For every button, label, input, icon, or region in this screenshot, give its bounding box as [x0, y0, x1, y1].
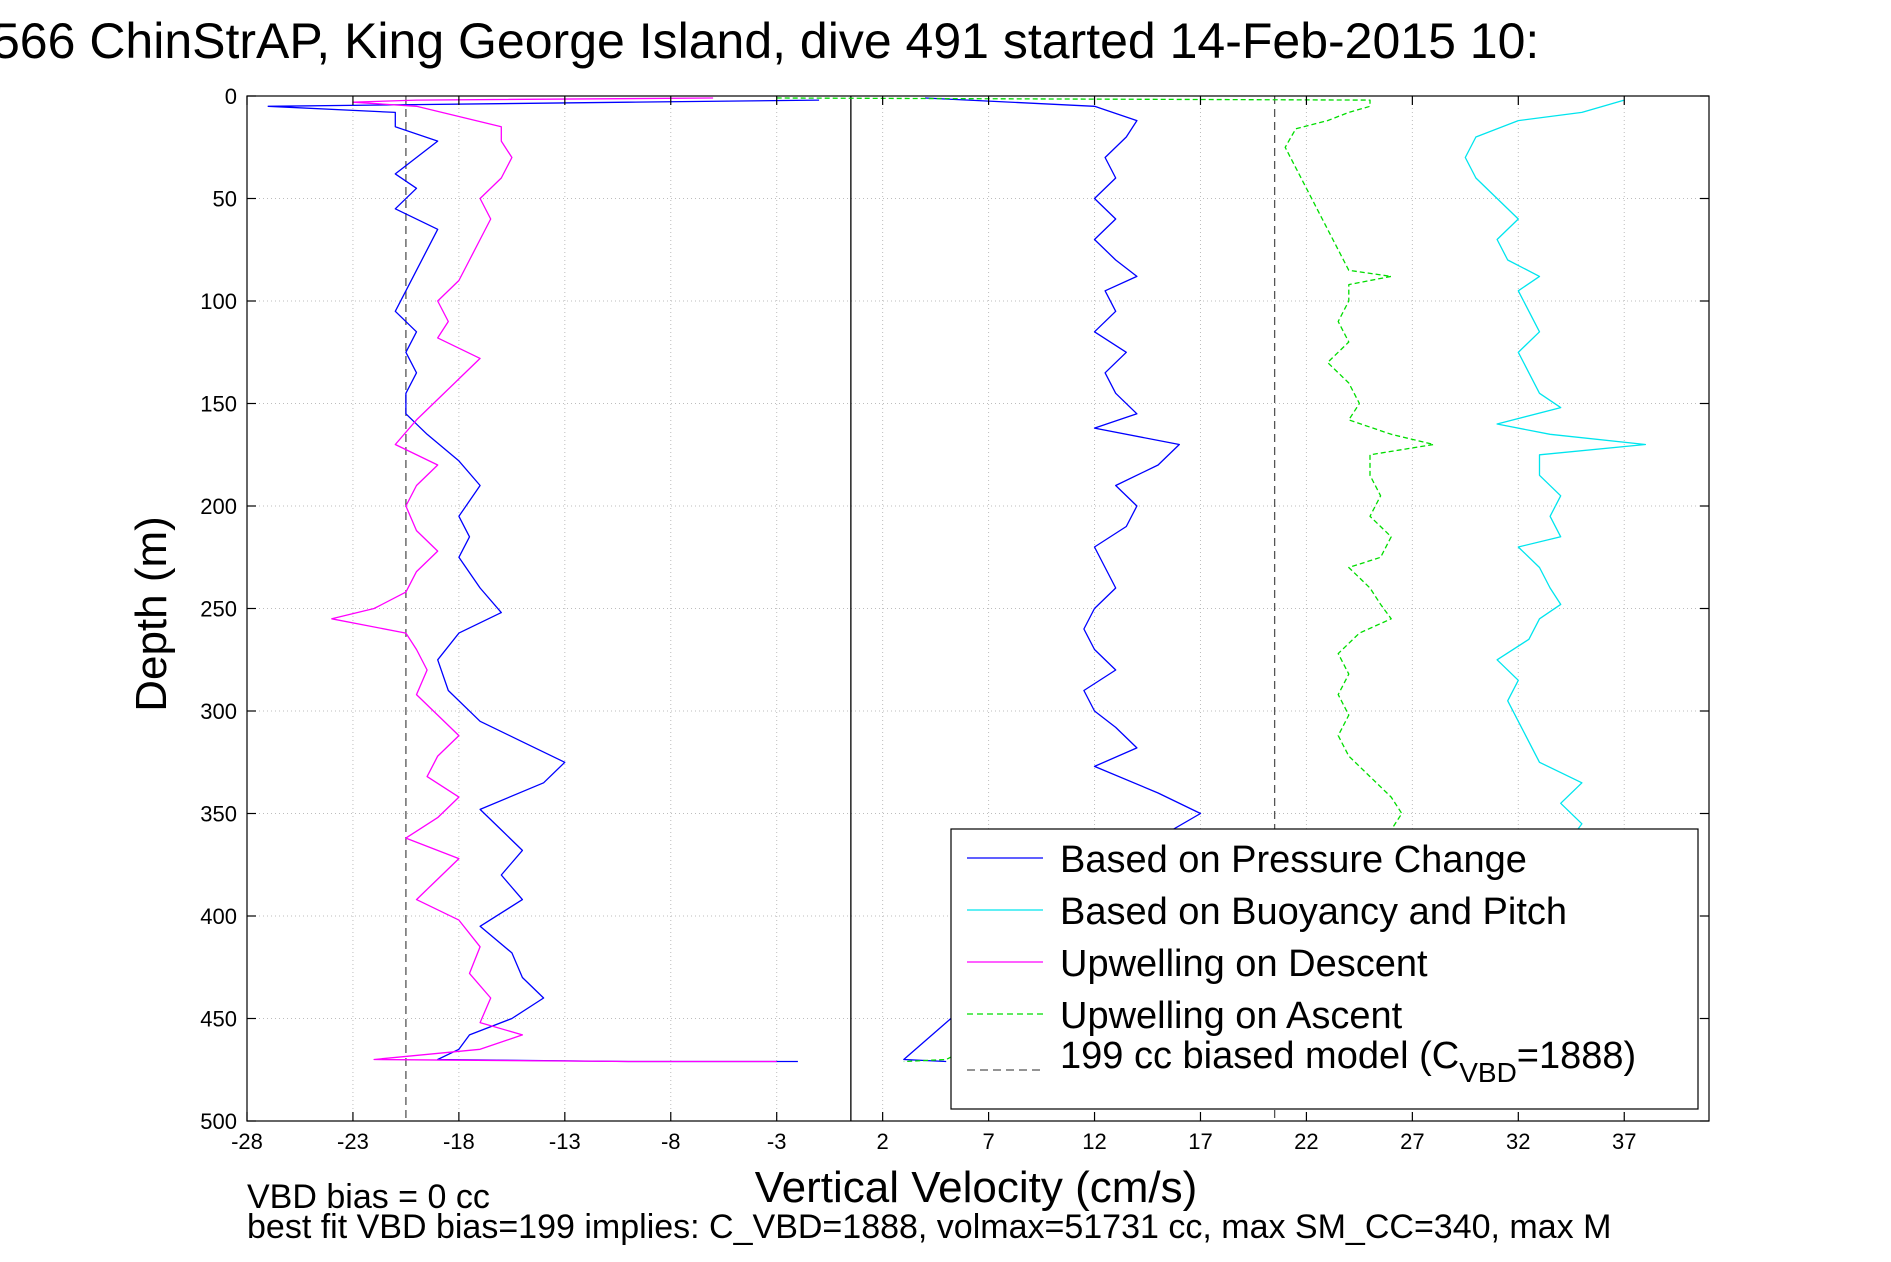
y-tick-label: 200: [200, 494, 237, 519]
x-tick-label: 22: [1294, 1129, 1318, 1154]
x-tick-label: 32: [1506, 1129, 1530, 1154]
series-line-pressure-descent: [267, 99, 820, 1063]
x-tick-label: 7: [982, 1129, 994, 1154]
legend-box: [950, 828, 1699, 1110]
x-tick-label: -3: [767, 1129, 787, 1154]
y-tick-label: 150: [200, 392, 237, 417]
reference-lines: [405, 96, 1276, 1121]
series-line-buoyancy-pitch: [1464, 99, 1647, 839]
y-tick-label: 100: [200, 289, 237, 314]
y-tick-label: 50: [213, 187, 237, 212]
x-tick-label: 37: [1612, 1129, 1636, 1154]
legend-label-biased-model-subscript: VBD: [1459, 1057, 1517, 1088]
legend-label-buoyancy: Based on Buoyancy and Pitch: [1060, 891, 1567, 933]
legend-label-pressure: Based on Pressure Change: [1060, 839, 1527, 881]
y-tick-label: 250: [200, 597, 237, 622]
x-tick-label: -28: [231, 1129, 263, 1154]
x-tick-label: 12: [1082, 1129, 1106, 1154]
y-tick-label: 0: [225, 84, 237, 109]
x-tick-label: -18: [443, 1129, 475, 1154]
series-line-upwelling-descent: [331, 97, 777, 1063]
y-tick-label: 400: [200, 904, 237, 929]
chart-title: 566 ChinStrAP, King George Island, dive …: [0, 13, 1539, 69]
x-tick-label: 2: [877, 1129, 889, 1154]
y-tick-label: 450: [200, 1007, 237, 1032]
best-fit-text: best fit VBD bias=199 implies: C_VBD=188…: [247, 1208, 1611, 1246]
y-tick-label: 350: [200, 802, 237, 827]
y-tick-label: 300: [200, 699, 237, 724]
x-tick-label: -8: [661, 1129, 681, 1154]
x-tick-label: -13: [549, 1129, 581, 1154]
legend-label-upwelling-descent: Upwelling on Descent: [1060, 943, 1428, 985]
x-tick-label: -23: [337, 1129, 369, 1154]
legend: Based on Pressure Change Based on Buoyan…: [950, 828, 1699, 1110]
y-tick-label: 500: [200, 1109, 237, 1134]
y-axis-ticks: 0 50 100 150 200 250 300 350 400 450 500: [200, 84, 1709, 1134]
legend-label-upwelling-ascent: Upwelling on Ascent: [1060, 995, 1403, 1037]
y-axis-label: Depth (m): [127, 516, 176, 712]
x-axis-label: Vertical Velocity (cm/s): [755, 1163, 1198, 1212]
series-group: [267, 97, 1647, 1063]
legend-label-biased-model: 199 cc biased model (CVBD=1888): [1060, 1035, 1636, 1088]
legend-label-biased-model-tail: =1888): [1517, 1035, 1636, 1077]
series-line-upwelling-ascent: [776, 97, 1435, 1063]
x-tick-label: 27: [1400, 1129, 1424, 1154]
series-line-pressure-ascent: [903, 97, 1202, 1063]
legend-label-biased-model-main: 199 cc biased model (C: [1060, 1035, 1459, 1077]
x-tick-label: 17: [1188, 1129, 1212, 1154]
x-axis-ticks: -28 -23 -18 -13 -8 -3 2 7 12 17 22 27 32 37: [231, 96, 1636, 1154]
vbd-bias-text: VBD bias = 0 cc: [247, 1178, 490, 1216]
